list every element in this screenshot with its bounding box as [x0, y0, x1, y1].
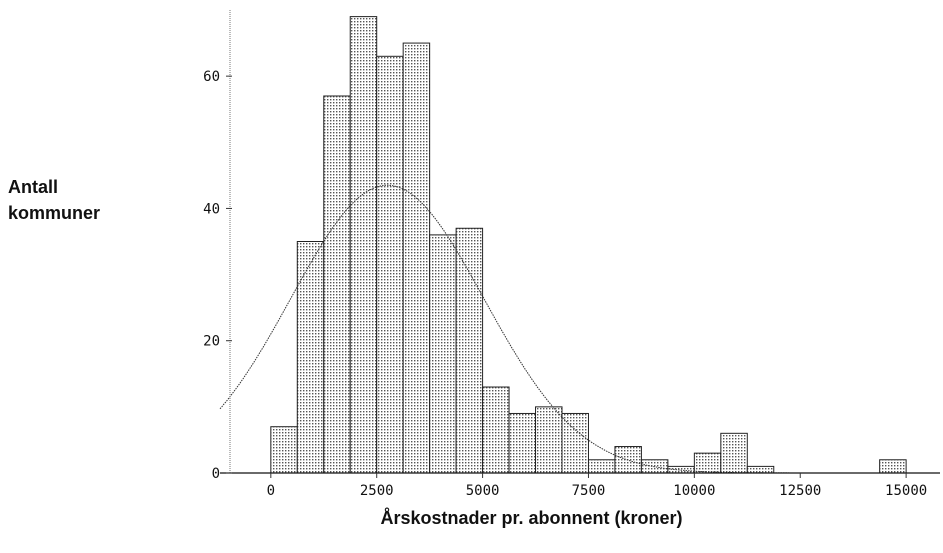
y-tick-label: 40: [203, 201, 220, 217]
axis-layer: 0 20 40 60 0 2500 5000 7500 10000 12500 15000: [203, 10, 940, 499]
y-axis-label-line-2: kommuner: [8, 203, 101, 223]
histogram-bar: [561, 412, 589, 474]
histogram-bar: [455, 227, 484, 474]
histogram-bar: [402, 42, 431, 474]
x-tick-label: 15000: [885, 483, 927, 499]
histogram-bar: [587, 459, 616, 474]
histogram-bar: [720, 432, 748, 474]
x-tick-label: 2500: [360, 483, 394, 499]
histogram-bar: [746, 465, 775, 474]
y-tick-label: 60: [203, 69, 220, 85]
x-tick-label: 12500: [779, 483, 821, 499]
histogram-bar: [323, 95, 351, 474]
histogram-bar: [349, 16, 378, 474]
curve-layer: [219, 184, 940, 474]
bars-layer: [270, 16, 907, 474]
histogram-bar: [693, 452, 722, 474]
histogram-bar: [296, 241, 325, 474]
normal-curve: [219, 184, 940, 474]
y-axis-label-line-1: Antall: [8, 177, 59, 197]
histogram-bar: [270, 426, 298, 474]
histogram-bar: [508, 412, 537, 474]
x-axis-label: Årskostnader pr. abonnent (kroner): [380, 508, 683, 528]
y-axis-label: Antall kommuner: [8, 174, 100, 226]
y-tick-label: 0: [212, 466, 220, 482]
histogram-bar: [535, 406, 563, 474]
histogram-bar: [429, 234, 457, 474]
x-tick-label: 5000: [466, 483, 500, 499]
x-tick-label: 10000: [673, 483, 715, 499]
x-tick-label: 7500: [572, 483, 606, 499]
histogram-bar: [376, 55, 404, 474]
histogram-bar: [482, 386, 510, 474]
histogram-bar: [879, 459, 907, 474]
x-tick-label: 0: [267, 483, 275, 499]
y-tick-label: 20: [203, 334, 220, 350]
